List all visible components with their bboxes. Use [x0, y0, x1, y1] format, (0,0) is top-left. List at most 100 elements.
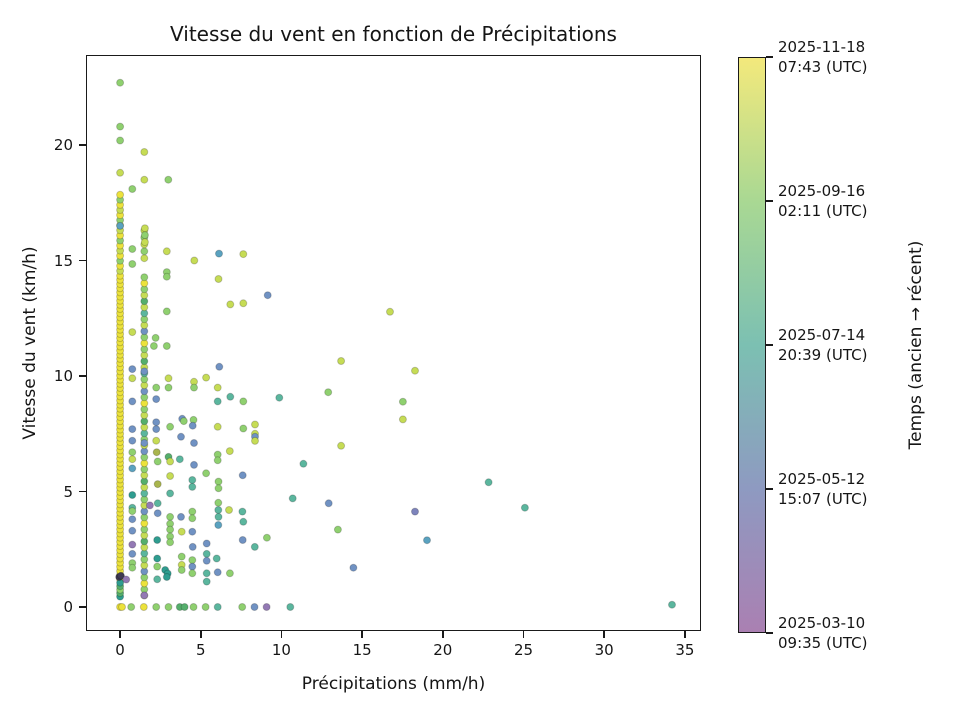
scatter-point [520, 503, 529, 512]
x-tick-label: 0 [115, 641, 125, 659]
scatter-point [140, 273, 149, 282]
x-tick-label: 25 [513, 641, 534, 659]
scatter-point [238, 603, 247, 611]
scatter-point [411, 507, 419, 516]
scatter-point [188, 556, 197, 565]
scatter-point [333, 525, 342, 534]
x-tick [603, 631, 606, 638]
scatter-point [668, 600, 676, 609]
scatter-point [188, 421, 197, 430]
scatter-point [166, 422, 175, 431]
scatter-point [152, 448, 161, 457]
x-tick [683, 631, 686, 638]
scatter-point [188, 514, 197, 523]
scatter-point [202, 556, 211, 565]
scatter-point [188, 482, 197, 491]
scatter-point [214, 484, 223, 493]
plot-area [86, 55, 701, 631]
scatter-point [214, 506, 223, 514]
scatter-point [140, 591, 149, 600]
scatter-point [262, 603, 271, 611]
scatter-point [128, 515, 137, 524]
scatter-point [140, 175, 149, 184]
scatter-point [386, 307, 394, 316]
scatter-point [239, 250, 248, 259]
scatter-point [152, 425, 161, 434]
scatter-point [118, 603, 126, 611]
scatter-point [166, 472, 175, 480]
scatter-point [188, 527, 197, 536]
scatter-point [166, 538, 175, 547]
scatter-point [177, 527, 186, 536]
scatter-point [162, 573, 171, 581]
scatter-point [128, 328, 137, 337]
scatter-point [162, 342, 171, 350]
colorbar-tick-label: 2025-11-18 07:43 (UTC) [778, 37, 868, 76]
scatter-point [140, 148, 149, 156]
x-tick [280, 631, 283, 638]
scatter-point [201, 603, 210, 611]
scatter-point [116, 168, 125, 177]
scatter-point [398, 415, 407, 424]
scatter-point [128, 185, 137, 193]
scatter-point [177, 512, 185, 521]
scatter-point [189, 603, 198, 611]
scatter-point [140, 224, 149, 233]
scatter-point [166, 525, 175, 534]
scatter-point [116, 221, 125, 230]
scatter-point [202, 569, 211, 578]
scatter-point [299, 459, 308, 468]
scatter-point [153, 499, 162, 508]
scatter-point [239, 397, 248, 406]
x-axis-label: Précipitations (mm/h) [301, 674, 486, 694]
scatter-point [238, 471, 247, 480]
x-tick-label: 15 [352, 641, 372, 659]
scatter-point [214, 521, 223, 529]
scatter-point [202, 373, 211, 382]
colorbar-axis-label: Temps (ancien → récent) [906, 240, 926, 450]
scatter-point [225, 447, 234, 456]
scatter-point [188, 507, 197, 516]
scatter-point [190, 256, 199, 265]
scatter-point [128, 448, 137, 457]
colorbar-tick [766, 56, 773, 58]
scatter-point [213, 568, 222, 577]
scatter-point [190, 460, 198, 469]
scatter-point [116, 571, 125, 580]
scatter-point [239, 424, 248, 433]
scatter-point [213, 603, 222, 611]
chart-title: Vitesse du vent en fonction de Précipita… [170, 22, 617, 46]
scatter-point [164, 374, 173, 383]
scatter-point [153, 554, 162, 563]
scatter-point [239, 299, 248, 308]
scatter-point [337, 357, 346, 365]
scatter-point [162, 307, 171, 316]
y-tick [79, 375, 86, 377]
scatter-point [177, 566, 186, 574]
scatter-point [116, 78, 125, 87]
scatter-point [188, 562, 197, 571]
x-tick [119, 631, 121, 638]
scatter-point [145, 501, 154, 510]
scatter-point [128, 491, 137, 499]
scatter-point [188, 569, 197, 578]
scatter-point [215, 249, 223, 258]
colorbar-tick [766, 632, 773, 634]
scatter-point [152, 603, 161, 611]
scatter-point [202, 539, 211, 548]
scatter-point [116, 122, 125, 131]
scatter-point [190, 383, 198, 392]
scatter-point [164, 603, 173, 611]
colorbar-tick-label: 2025-03-10 09:35 (UTC) [778, 613, 868, 652]
scatter-point [349, 563, 358, 572]
x-tick [522, 631, 525, 638]
scatter-point [128, 397, 137, 406]
scatter-point [128, 526, 137, 535]
scatter-point [411, 366, 419, 375]
x-tick [361, 631, 363, 638]
scatter-point [140, 254, 149, 263]
scatter-point [128, 455, 137, 464]
scatter-point [213, 422, 222, 431]
